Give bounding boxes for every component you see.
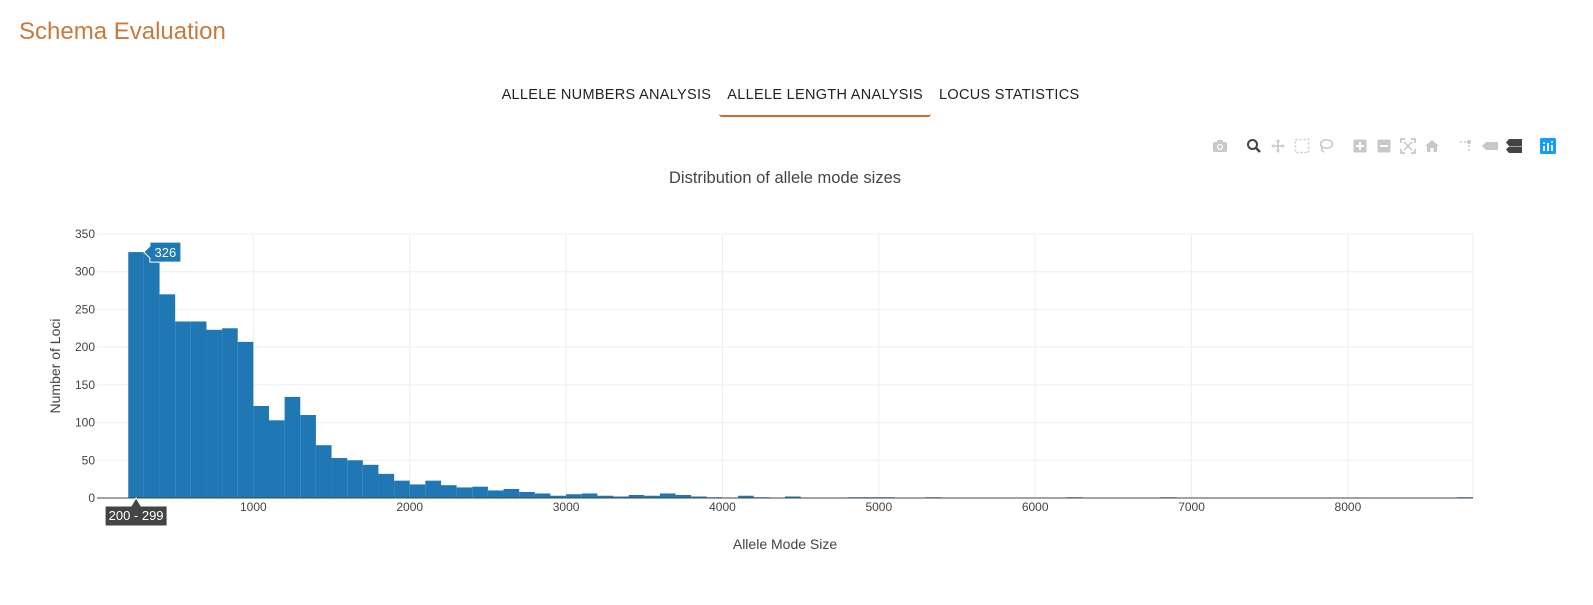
chart-title: Distribution of allele mode sizes <box>669 169 901 187</box>
histogram-bar[interactable] <box>738 495 754 498</box>
histogram-bar[interactable] <box>425 480 441 498</box>
histogram-bar[interactable] <box>566 494 582 498</box>
histogram-bar[interactable] <box>441 485 457 498</box>
histogram-bar[interactable] <box>1066 497 1083 499</box>
y-axis-label: Number of Loci <box>47 319 63 414</box>
app-title: Schema Evaluation <box>19 18 226 45</box>
histogram-bar[interactable] <box>644 495 660 498</box>
x-tick-label: 4000 <box>709 500 736 514</box>
x-tick-label: 5000 <box>865 500 892 514</box>
histogram-bar[interactable] <box>581 493 598 498</box>
histogram-bar[interactable] <box>613 496 629 498</box>
histogram-bar[interactable] <box>143 252 160 498</box>
tab-bar: ALLELE NUMBERS ANALYSIS ALLELE LENGTH AN… <box>0 78 1593 117</box>
x-axis-label: Allele Mode Size <box>733 536 837 552</box>
histogram-bar[interactable] <box>519 491 535 498</box>
y-tick-label: 100 <box>75 416 95 430</box>
histogram-bar[interactable] <box>550 495 567 498</box>
hover-closest-icon[interactable] <box>1478 136 1502 156</box>
y-tick-label: 350 <box>75 227 95 241</box>
histogram-bar[interactable] <box>269 420 285 498</box>
hover-value-tooltip <box>143 241 182 263</box>
hover-range-label: 200 - 299 <box>109 508 164 523</box>
histogram-bar[interactable] <box>378 473 395 498</box>
zoom-out-icon[interactable] <box>1372 136 1396 156</box>
histogram-bar[interactable] <box>331 458 348 498</box>
y-tick-label: 250 <box>75 302 95 316</box>
y-tick-label: 150 <box>75 378 95 392</box>
x-tick-label: 8000 <box>1335 500 1362 514</box>
histogram-bar[interactable] <box>675 494 692 498</box>
histogram-bar[interactable] <box>1160 497 1176 499</box>
bar-series <box>128 252 1473 499</box>
histogram-bar[interactable] <box>597 495 613 498</box>
hover-tooltips: 326 200 - 299 <box>104 241 182 527</box>
histogram-bar[interactable] <box>503 488 520 498</box>
histogram-bar[interactable] <box>472 486 488 498</box>
x-tick-label: 1000 <box>240 500 267 514</box>
plot-modebar <box>1208 136 1560 156</box>
hover-value-label: 326 <box>155 245 177 260</box>
x-tick-label: 7000 <box>1178 500 1205 514</box>
histogram-bar[interactable] <box>628 494 645 498</box>
zoom-icon[interactable] <box>1242 136 1266 156</box>
tab-allele-length-analysis[interactable]: ALLELE LENGTH ANALYSIS <box>719 78 932 117</box>
y-axis-ticks: 0 50 100 150 200 250 300 350 <box>75 227 95 505</box>
histogram-bar[interactable] <box>190 321 207 498</box>
tab-allele-numbers-analysis[interactable]: ALLELE NUMBERS ANALYSIS <box>501 87 712 103</box>
histogram-bar[interactable] <box>925 497 942 499</box>
histogram-bar[interactable] <box>863 497 879 499</box>
hover-range-tooltip <box>104 497 168 527</box>
histogram-bar[interactable] <box>284 396 301 498</box>
hover-compare-icon[interactable] <box>1502 136 1526 156</box>
autoscale-icon[interactable] <box>1396 136 1420 156</box>
histogram-bar[interactable] <box>487 490 504 498</box>
x-tick-label: 3000 <box>553 500 580 514</box>
pan-icon[interactable] <box>1266 136 1290 156</box>
y-tick-label: 300 <box>75 265 95 279</box>
reset-axes-icon[interactable] <box>1420 136 1444 156</box>
tab-locus-statistics[interactable]: LOCUS STATISTICS <box>939 87 1080 103</box>
camera-icon[interactable] <box>1208 136 1232 156</box>
histogram-bar[interactable] <box>409 484 426 498</box>
chart-grid <box>97 233 1474 498</box>
y-tick-label: 200 <box>75 340 95 354</box>
histogram-bar[interactable] <box>534 493 551 498</box>
histogram-bar[interactable] <box>394 480 410 498</box>
zoom-in-icon[interactable] <box>1348 136 1372 156</box>
histogram-bar[interactable] <box>253 405 269 498</box>
x-tick-label: 6000 <box>1022 500 1049 514</box>
spike-lines-icon[interactable] <box>1454 136 1478 156</box>
histogram-bar[interactable] <box>159 294 176 498</box>
lasso-select-icon[interactable] <box>1314 136 1338 156</box>
histogram-bar[interactable] <box>175 321 191 498</box>
histogram-bar[interactable] <box>753 497 770 499</box>
histogram-bar[interactable] <box>691 496 707 498</box>
histogram-bar[interactable] <box>362 464 379 498</box>
histogram-bar[interactable] <box>222 328 238 498</box>
histogram-bar[interactable] <box>785 496 801 498</box>
histogram-bar[interactable] <box>206 329 223 498</box>
histogram-bar[interactable] <box>706 497 723 499</box>
histogram-bar[interactable] <box>659 493 676 498</box>
histogram-bar[interactable] <box>878 497 895 499</box>
histogram-bar[interactable] <box>347 460 363 498</box>
y-tick-label: 50 <box>82 453 96 467</box>
histogram-bar[interactable] <box>847 497 864 499</box>
histogram-bar[interactable] <box>128 252 144 498</box>
x-axis-ticks: 1000 2000 3000 4000 5000 6000 7000 8000 <box>240 500 1362 514</box>
x-tick-label: 2000 <box>396 500 423 514</box>
histogram-bar[interactable] <box>315 445 332 498</box>
plotly-logo-icon[interactable] <box>1536 136 1560 156</box>
y-tick-label: 0 <box>88 491 95 505</box>
histogram-bar[interactable] <box>237 341 254 498</box>
histogram-bar[interactable] <box>456 487 473 498</box>
histogram-bar[interactable] <box>1457 497 1473 499</box>
box-select-icon[interactable] <box>1290 136 1314 156</box>
histogram-bar[interactable] <box>300 415 316 498</box>
